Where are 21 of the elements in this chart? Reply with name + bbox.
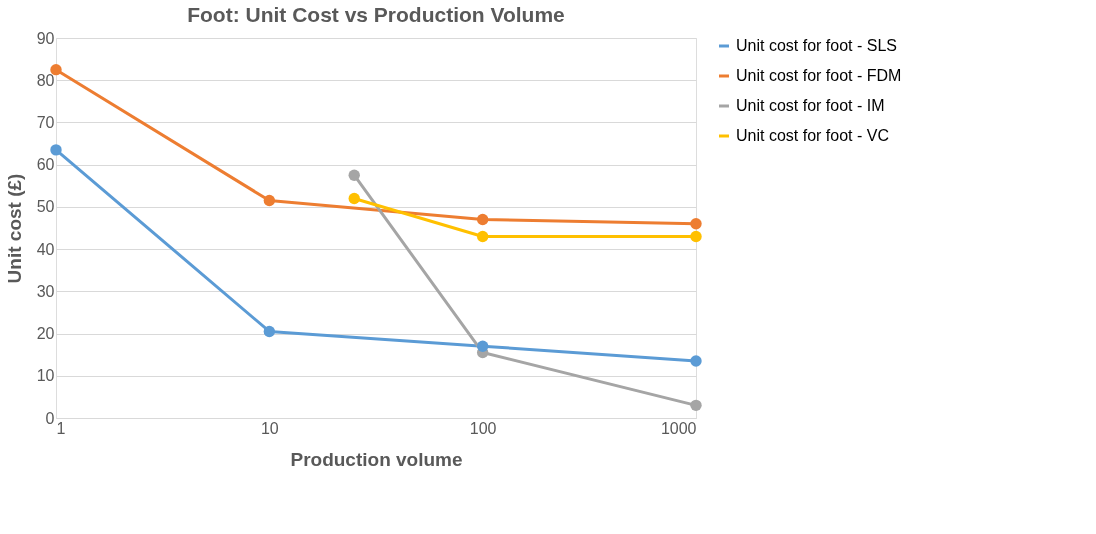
x-tick-label: 10: [260, 419, 279, 437]
y-tick-label: 80: [36, 71, 55, 89]
y-tick-label: 0: [45, 409, 55, 427]
y-tick-label: 50: [36, 198, 55, 216]
chart-title: Foot: Unit Cost vs Production Volume: [187, 3, 565, 26]
legend-label: Unit cost for foot - VC: [736, 127, 889, 144]
x-tick-label: 100: [469, 419, 497, 437]
y-tick-label: 30: [36, 282, 55, 300]
y-axis-title: Unit cost (£): [3, 173, 25, 284]
y-tick-label: 10: [36, 367, 55, 385]
legend-label: Unit cost for foot - SLS: [736, 37, 897, 54]
y-tick-label: 70: [36, 113, 55, 131]
y-tick-label: 90: [36, 29, 55, 47]
x-axis-title: Production volume: [290, 448, 463, 470]
y-tick-label: 20: [36, 325, 55, 343]
y-tick-label: 60: [36, 156, 55, 174]
legend-label: Unit cost for foot - FDM: [736, 67, 902, 84]
x-tick-label: 1: [56, 419, 66, 437]
y-tick-label: 40: [36, 240, 55, 258]
legend-label: Unit cost for foot - IM: [736, 97, 885, 114]
x-tick-label: 1000: [660, 419, 697, 437]
